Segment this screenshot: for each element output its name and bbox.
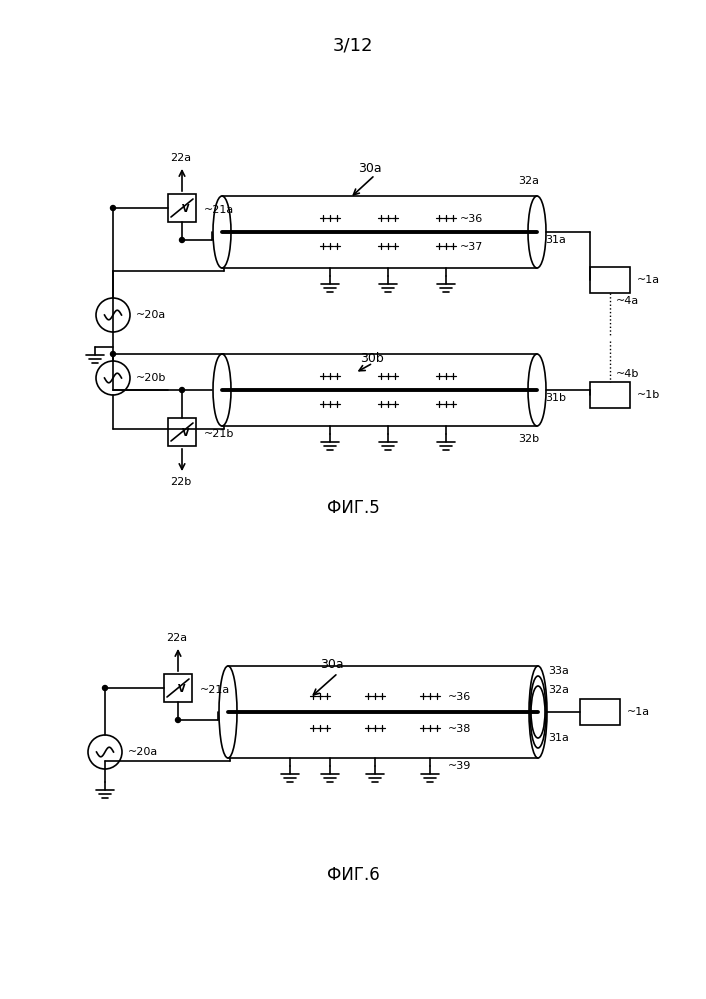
Ellipse shape	[529, 666, 547, 758]
Bar	[168, 194, 196, 222]
Text: ~39: ~39	[448, 761, 472, 771]
Text: ~21b: ~21b	[204, 429, 234, 439]
Text: V: V	[182, 204, 190, 214]
Bar	[580, 699, 620, 725]
Circle shape	[179, 388, 184, 393]
Circle shape	[176, 717, 181, 722]
Bar	[168, 418, 196, 446]
Text: 31a: 31a	[548, 733, 569, 743]
Text: V: V	[182, 428, 190, 438]
Text: ~38: ~38	[448, 724, 472, 734]
Bar	[164, 674, 192, 702]
Circle shape	[111, 206, 116, 211]
Text: ~4b: ~4b	[616, 369, 640, 379]
Text: 30b: 30b	[360, 352, 384, 365]
Text: 22a: 22a	[166, 633, 187, 643]
Text: 22a: 22a	[170, 153, 191, 163]
Text: ~37: ~37	[460, 242, 484, 252]
Text: ~21a: ~21a	[204, 205, 234, 215]
Circle shape	[96, 298, 130, 332]
Ellipse shape	[528, 354, 546, 426]
Text: 30a: 30a	[320, 658, 344, 671]
Bar	[590, 382, 630, 408]
Text: ~20a: ~20a	[128, 747, 158, 757]
Circle shape	[88, 735, 122, 769]
Text: ФИГ.6: ФИГ.6	[327, 866, 379, 884]
Text: 3/12: 3/12	[333, 36, 373, 54]
Text: ~20b: ~20b	[136, 373, 167, 383]
Ellipse shape	[213, 354, 231, 426]
Ellipse shape	[531, 686, 545, 738]
Ellipse shape	[530, 676, 546, 748]
Text: 30a: 30a	[358, 162, 382, 175]
Text: 32a: 32a	[518, 176, 539, 186]
Circle shape	[96, 361, 130, 395]
Text: ~4a: ~4a	[616, 296, 639, 306]
Text: ~36: ~36	[460, 214, 483, 224]
Text: ~1a: ~1a	[627, 707, 650, 717]
Circle shape	[179, 238, 184, 243]
Bar	[590, 267, 630, 293]
Text: 31b: 31b	[545, 393, 566, 403]
Ellipse shape	[213, 196, 231, 268]
Text: ~20a: ~20a	[136, 310, 166, 320]
Text: 33a: 33a	[548, 666, 569, 676]
Text: 32b: 32b	[518, 434, 539, 444]
Circle shape	[111, 352, 116, 357]
Text: 31a: 31a	[545, 235, 566, 245]
Text: V: V	[178, 684, 186, 694]
Text: ФИГ.5: ФИГ.5	[327, 499, 379, 517]
Circle shape	[102, 685, 107, 690]
Text: 22b: 22b	[170, 477, 191, 487]
Ellipse shape	[528, 196, 546, 268]
Ellipse shape	[219, 666, 237, 758]
Text: ~1a: ~1a	[637, 275, 660, 285]
Text: 32a: 32a	[548, 685, 569, 695]
Text: ~36: ~36	[448, 692, 471, 702]
Text: ~1b: ~1b	[637, 390, 660, 400]
Text: ~21a: ~21a	[200, 685, 230, 695]
